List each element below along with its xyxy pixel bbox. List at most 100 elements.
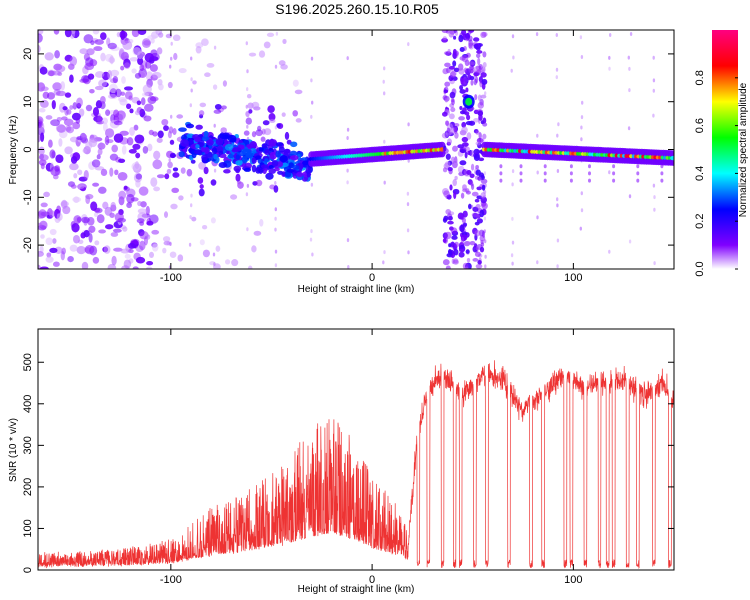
streak-blob [510, 68, 513, 73]
noise-blob [112, 75, 119, 84]
noise-blob [40, 86, 49, 92]
noise-blob [201, 225, 208, 230]
noise-blob [56, 205, 62, 214]
noise-blob [139, 240, 146, 251]
interference-blob [481, 78, 488, 85]
noise-blob [150, 49, 158, 57]
noise-blob [111, 144, 118, 153]
noise-blob [133, 172, 143, 183]
interference-blob [442, 68, 449, 75]
noise-blob [87, 73, 95, 80]
noise-blob [56, 212, 63, 221]
interference-blob [475, 263, 483, 269]
streak-blob [190, 56, 193, 61]
noise-blob [46, 252, 52, 258]
noise-blob [98, 229, 107, 234]
noise-blob [149, 251, 154, 258]
colorbar-axes: 0.0 0.2 0.4 0.6 0.8 [694, 70, 738, 277]
interference-blob [460, 236, 465, 244]
streak-blob [579, 35, 583, 40]
interference-blob [447, 220, 454, 225]
noise-blob [280, 64, 288, 70]
streak-blob [556, 203, 559, 208]
streak-blob [274, 125, 278, 130]
streak-blob [246, 113, 250, 118]
interference-blob [478, 113, 483, 121]
noise-blob [172, 167, 179, 172]
noise-blob [251, 131, 257, 138]
x-tick-label: -100 [160, 574, 182, 586]
noise-blob [118, 48, 125, 59]
snr-x-label: Height of straight line (km) [298, 584, 415, 595]
noise-blob [52, 238, 57, 244]
noise-blob [117, 217, 127, 223]
carrier-blob [670, 155, 674, 161]
streak-blob [311, 100, 314, 105]
interference-blob [470, 79, 474, 86]
noise-blob [201, 38, 209, 46]
streak-blob [382, 260, 385, 265]
noise-blob [83, 170, 89, 180]
noise-blob [123, 185, 128, 190]
streak-blob [556, 197, 559, 202]
noise-blob [259, 218, 264, 227]
streak-blob [556, 264, 559, 269]
streak-blob [383, 66, 386, 71]
noise-blob [60, 81, 66, 91]
noise-blob [75, 117, 81, 124]
interference-blob [469, 64, 474, 71]
signal-blob [258, 147, 264, 152]
spectrogram-marks [38, 30, 674, 269]
noise-blob [54, 50, 60, 59]
colorbar-tick-label: 0.2 [694, 214, 706, 229]
streak-blob [245, 192, 249, 197]
interference-blob [476, 186, 482, 191]
streak-blob [557, 122, 560, 127]
noise-blob [231, 259, 239, 267]
noise-blob [124, 62, 131, 69]
noise-blob [171, 187, 180, 194]
interference-blob [458, 251, 465, 258]
interference-blob [473, 37, 480, 42]
signal-blob [275, 142, 284, 147]
noise-blob [38, 146, 45, 156]
interference-blob [472, 258, 479, 262]
streak-blob [581, 100, 584, 105]
noise-blob [172, 172, 180, 178]
interference-blob [461, 136, 469, 143]
streak-blob [383, 180, 386, 185]
signal-blob [203, 130, 209, 138]
tail-blob [519, 164, 523, 169]
streak-blob [536, 215, 539, 220]
noise-blob [266, 32, 275, 37]
interference-blob [467, 30, 472, 35]
signal-blob [193, 149, 203, 155]
interference-blob [475, 130, 480, 135]
streak-blob [246, 124, 249, 129]
noise-blob [81, 134, 88, 140]
noise-blob [251, 245, 257, 253]
noise-blob [152, 159, 163, 170]
streak-blob [580, 115, 584, 120]
noise-blob [180, 167, 186, 174]
noise-blob [281, 112, 286, 117]
noise-blob [110, 201, 116, 210]
streak-blob [536, 170, 539, 175]
interference-blob [459, 106, 463, 110]
interference-blob [479, 209, 485, 218]
y-tick-label: 100 [22, 519, 34, 537]
noise-blob [92, 106, 100, 117]
interference-blob [464, 151, 468, 159]
streak-blob [484, 264, 487, 269]
noise-blob [96, 214, 105, 224]
noise-blob [92, 30, 100, 35]
interference-blob [464, 67, 468, 73]
interference-blob [471, 191, 479, 197]
signal-blob [249, 140, 257, 149]
noise-blob [103, 245, 111, 254]
noise-blob [253, 230, 262, 236]
noise-blob [69, 74, 74, 83]
signal-blob [286, 168, 295, 173]
y-tick-label: 10 [22, 96, 34, 108]
noise-blob [167, 81, 173, 89]
